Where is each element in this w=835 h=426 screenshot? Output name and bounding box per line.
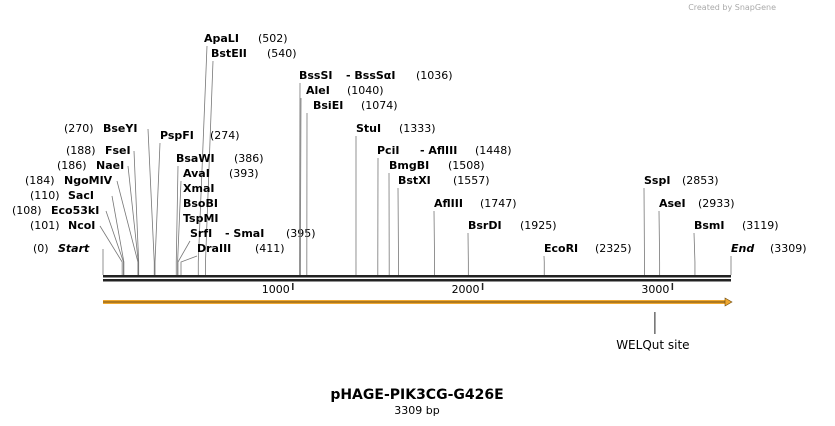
- length-label: 3309 bp: [394, 404, 439, 417]
- tick-label: 3000: [641, 283, 669, 296]
- enzyme-alias: - BssSαI: [346, 69, 395, 82]
- enzyme-position: (110): [30, 189, 60, 202]
- cut-line: [693, 232, 696, 275]
- enzyme-name: AvaI: [183, 167, 210, 180]
- enzyme-name: Eco53kI: [51, 204, 99, 217]
- enzyme-name: BsoBI: [183, 197, 218, 210]
- enzyme-name: BmgBI: [389, 159, 429, 172]
- cut-line: [154, 142, 161, 275]
- enzyme-name: BssSI: [299, 69, 333, 82]
- feature-name: WELQut site: [616, 338, 689, 352]
- cut-line: [105, 210, 124, 275]
- enzyme-position: (1747): [480, 197, 517, 210]
- map-title: pHAGE-PIK3CG-G426E: [330, 387, 503, 403]
- enzyme-name: XmaI: [183, 182, 214, 195]
- enzyme-name: PspFI: [160, 129, 194, 142]
- enzyme-position: (1448): [475, 144, 512, 157]
- enzyme-name: BseYI: [103, 122, 137, 135]
- enzyme-name: NgoMIV: [64, 174, 113, 187]
- enzyme-name: EcoRI: [544, 242, 578, 255]
- enzyme-name: BsaWI: [176, 152, 215, 165]
- tick-label: 1000: [262, 283, 290, 296]
- enzyme-position: (3119): [742, 219, 779, 232]
- cut-line: [177, 180, 182, 275]
- enzyme-position: (1925): [520, 219, 557, 232]
- enzyme-name: AleI: [306, 84, 330, 97]
- enzyme-name: ApaLI: [204, 32, 239, 45]
- enzyme-name: NaeI: [96, 159, 124, 172]
- enzyme-alias: - AflIII: [420, 144, 457, 157]
- enzyme-name: BstXI: [398, 174, 431, 187]
- enzyme-name: SspI: [644, 174, 670, 187]
- enzyme-position: (186): [57, 159, 87, 172]
- enzyme-position: (0): [33, 242, 49, 255]
- enzyme-position: (2933): [698, 197, 735, 210]
- orf-arrow-head: [724, 297, 733, 307]
- enzyme-name: NcoI: [68, 219, 95, 232]
- enzyme-name: End: [731, 242, 754, 255]
- cut-line: [133, 150, 140, 275]
- enzyme-position: (108): [12, 204, 42, 217]
- tick-label: 2000: [452, 283, 480, 296]
- cut-line: [99, 225, 123, 275]
- enzyme-name: AflIII: [434, 197, 463, 210]
- cut-line: [175, 165, 179, 275]
- enzyme-position: (1557): [453, 174, 490, 187]
- enzyme-position: (1074): [361, 99, 398, 112]
- enzyme-position: (184): [25, 174, 55, 187]
- cut-line: [111, 195, 125, 275]
- credit: Created by SnapGene: [688, 3, 776, 12]
- enzyme-position: (393): [229, 167, 259, 180]
- backbone-top: [103, 275, 731, 278]
- enzyme-name: TspMI: [183, 212, 219, 225]
- enzyme-position: (502): [258, 32, 288, 45]
- enzyme-position: (411): [255, 242, 285, 255]
- cut-line: [197, 45, 208, 275]
- enzyme-position: (1333): [399, 122, 436, 135]
- enzyme-name: AseI: [659, 197, 686, 210]
- enzyme-position: (2325): [595, 242, 632, 255]
- enzyme-name: SrfI: [190, 227, 212, 240]
- enzyme-position: (386): [234, 152, 264, 165]
- enzyme-name: DraIII: [197, 242, 231, 255]
- enzyme-position: (270): [64, 122, 94, 135]
- enzyme-name: BsmI: [694, 219, 725, 232]
- cut-line: [299, 97, 302, 275]
- enzyme-name: Start: [58, 242, 90, 255]
- enzyme-position: (101): [30, 219, 60, 232]
- enzyme-name: BsrDI: [468, 219, 502, 232]
- cut-line: [205, 60, 214, 275]
- cut-line: [180, 255, 198, 275]
- enzyme-position: (1040): [347, 84, 384, 97]
- enzyme-position: (274): [210, 129, 240, 142]
- cut-line: [177, 240, 191, 275]
- enzyme-position: (540): [267, 47, 297, 60]
- enzyme-name: BstEII: [211, 47, 247, 60]
- enzyme-position: (1036): [416, 69, 453, 82]
- enzyme-name: SacI: [68, 189, 94, 202]
- cut-line: [658, 210, 661, 275]
- enzyme-alias: - SmaI: [225, 227, 264, 240]
- enzyme-position: (3309): [770, 242, 807, 255]
- enzyme-position: (2853): [682, 174, 719, 187]
- cut-line: [433, 210, 435, 275]
- cut-line: [147, 128, 155, 275]
- backbone-bottom: [103, 279, 731, 282]
- enzyme-position: (188): [66, 144, 96, 157]
- enzyme-name: PciI: [377, 144, 399, 157]
- enzyme-position: (1508): [448, 159, 485, 172]
- enzyme-name: StuI: [356, 122, 381, 135]
- enzyme-name: FseI: [105, 144, 131, 157]
- enzyme-name: BsiEI: [313, 99, 343, 112]
